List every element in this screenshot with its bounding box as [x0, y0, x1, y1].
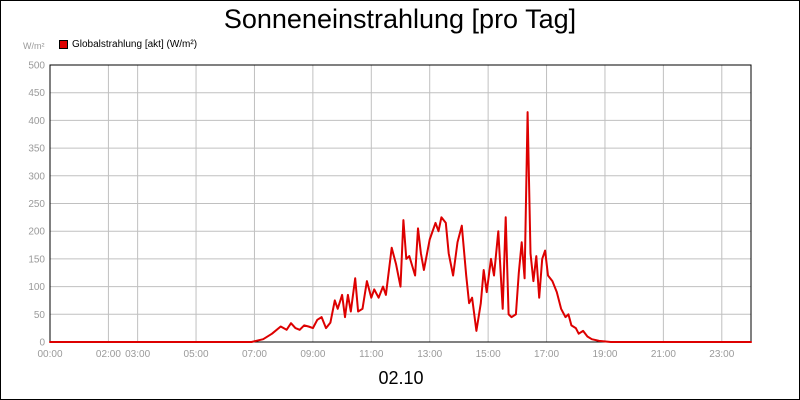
chart-title: Sonneneinstrahlung [pro Tag]	[223, 4, 577, 34]
x-tick-label: 09:00	[300, 349, 325, 360]
series-line-globalstrahlung	[49, 111, 752, 343]
legend-swatch	[59, 40, 68, 49]
y-tick-label: 50	[34, 310, 46, 321]
x-tick-label: 21:00	[651, 349, 676, 360]
y-tick-label: 200	[28, 227, 45, 238]
x-tick-label: 19:00	[592, 349, 617, 360]
y-tick-label: 0	[39, 338, 45, 349]
y-tick-label: 450	[28, 88, 45, 99]
y-tick-label: 400	[28, 116, 45, 127]
y-tick-label: 300	[28, 171, 45, 182]
x-tick-label: 17:00	[534, 349, 559, 360]
x-tick-label: 15:00	[476, 349, 501, 360]
y-axis-unit-label: W/m²	[23, 41, 45, 51]
x-tick-label: 03:00	[125, 349, 150, 360]
y-tick-label: 100	[28, 282, 45, 293]
x-tick-label: 13:00	[417, 349, 442, 360]
legend: Globalstrahlung [akt] (W/m²)	[59, 39, 197, 50]
x-tick-label: 00:00	[37, 349, 62, 360]
plot-border	[49, 64, 752, 343]
x-tick-label: 07:00	[242, 349, 267, 360]
y-tick-label: 500	[28, 61, 45, 72]
y-tick-label: 350	[28, 144, 45, 155]
y-tick-label: 250	[28, 199, 45, 210]
x-tick-label: 02:00	[96, 349, 121, 360]
x-tick-label: 23:00	[709, 349, 734, 360]
x-tick-label: 11:00	[359, 349, 384, 360]
x-axis-date-label: 02.10	[378, 368, 424, 388]
x-tick-label: 05:00	[184, 349, 209, 360]
legend-label: Globalstrahlung [akt] (W/m²)	[72, 39, 198, 50]
y-tick-label: 150	[28, 254, 45, 265]
